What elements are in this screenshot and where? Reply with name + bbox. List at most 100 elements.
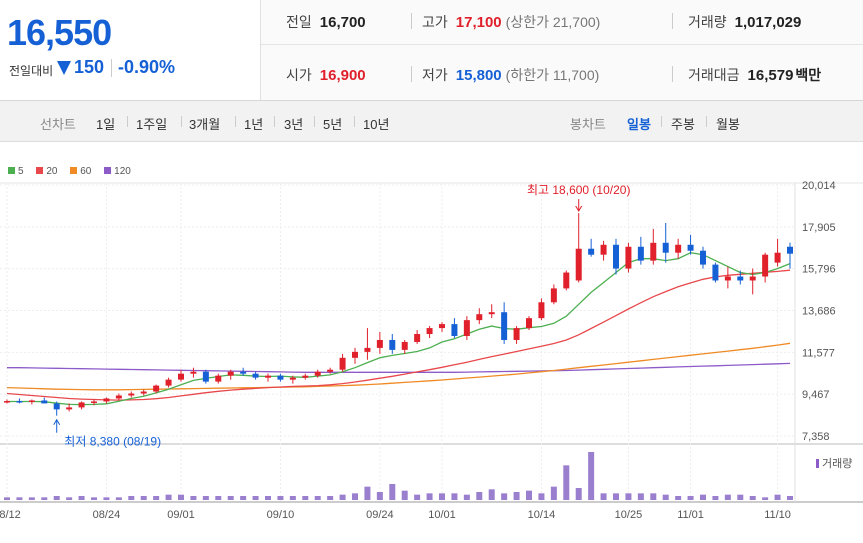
volume-bar bbox=[91, 497, 97, 500]
volume-bar bbox=[476, 492, 483, 500]
tab-5-years[interactable]: 5년 bbox=[323, 117, 343, 132]
volume-bar bbox=[526, 490, 532, 500]
candle-body bbox=[463, 320, 470, 337]
stat-value: 1,017,029 bbox=[734, 14, 802, 31]
candle-body bbox=[16, 401, 23, 403]
legend-swatch bbox=[104, 167, 112, 174]
candle-body bbox=[227, 371, 234, 376]
volume-bar bbox=[28, 497, 35, 500]
tab-monthly-candle[interactable]: 월봉 bbox=[716, 117, 740, 132]
stat-open: 시가 16,900 bbox=[286, 65, 366, 85]
volume-legend-swatch bbox=[816, 459, 819, 468]
legend-label: 60 bbox=[80, 166, 92, 177]
volume-bar bbox=[115, 497, 122, 500]
candle-body bbox=[439, 324, 445, 329]
stat-trade-value: 거래대금 16,579 백만 bbox=[688, 65, 821, 85]
tab-1-year[interactable]: 1년 bbox=[244, 117, 264, 132]
candle-body bbox=[140, 391, 147, 394]
volume-bar bbox=[265, 496, 271, 500]
candle-body bbox=[451, 324, 458, 337]
legend-label: 120 bbox=[114, 166, 131, 177]
candle-body bbox=[265, 375, 271, 378]
volume-bar bbox=[637, 493, 644, 500]
candle-body bbox=[252, 373, 259, 378]
candle-body bbox=[153, 385, 160, 392]
stat-label: 저가 bbox=[422, 67, 448, 83]
tab-1-day[interactable]: 1일 bbox=[96, 117, 116, 132]
volume-bar bbox=[252, 496, 259, 500]
volume-bar bbox=[289, 496, 296, 500]
stat-divider bbox=[672, 66, 673, 82]
volume-bar bbox=[227, 496, 234, 500]
candle-body bbox=[513, 328, 520, 340]
volume-bar bbox=[662, 494, 669, 500]
volume-bar bbox=[240, 496, 247, 500]
volume-bar bbox=[787, 496, 793, 500]
ma-line-ma20 bbox=[6, 269, 791, 401]
candle-body bbox=[426, 328, 433, 335]
candle-body bbox=[749, 276, 756, 281]
period-tabs-bar: 선차트 1일 1주일 3개월 1년 3년 5년 10년 봉차트 일봉 주봉 월봉 bbox=[0, 101, 863, 142]
stat-label: 고가 bbox=[422, 14, 448, 30]
volume-bar bbox=[414, 494, 421, 500]
candle-body bbox=[389, 339, 396, 350]
stat-label: 전일 bbox=[286, 14, 312, 30]
volume-bar bbox=[513, 492, 520, 500]
volume-bar bbox=[352, 493, 358, 500]
candle-body bbox=[339, 357, 346, 370]
stats-panel bbox=[261, 0, 863, 100]
candle-body bbox=[476, 314, 483, 321]
candle-body bbox=[66, 407, 73, 410]
legend-label: 5 bbox=[18, 166, 24, 177]
legend-swatch bbox=[8, 167, 15, 174]
ma-line-ma5 bbox=[7, 252, 791, 406]
quote-panel: 16,550 전일대비 150 -0.90% bbox=[0, 0, 863, 101]
volume-bar bbox=[463, 494, 470, 500]
stat-sub: (하한가 11,700) bbox=[505, 67, 600, 83]
tab-divider bbox=[235, 116, 236, 127]
min-price-annotation: 최저 8,380 (08/19) bbox=[64, 435, 161, 449]
candle-body bbox=[687, 244, 694, 251]
candle-body bbox=[202, 371, 209, 382]
down-triangle-icon bbox=[57, 61, 71, 75]
volume-bar bbox=[762, 497, 769, 500]
x-tick-label: 11/01 bbox=[677, 509, 704, 521]
candle-body bbox=[762, 254, 769, 277]
volume-bar bbox=[364, 486, 371, 500]
candle-body bbox=[78, 402, 85, 408]
tab-10-years[interactable]: 10년 bbox=[363, 117, 390, 132]
tab-divider bbox=[354, 116, 355, 127]
volume-bar bbox=[389, 484, 396, 500]
volume-bar bbox=[501, 493, 508, 500]
tab-weekly-candle[interactable]: 주봉 bbox=[671, 117, 695, 132]
candle-body bbox=[215, 375, 222, 382]
stat-divider bbox=[411, 66, 412, 82]
change-divider bbox=[111, 59, 112, 77]
max-price-arrow-head bbox=[575, 205, 583, 213]
volume-bar bbox=[314, 496, 321, 500]
change-percent: -0.90% bbox=[118, 57, 176, 77]
volume-bar bbox=[66, 497, 73, 500]
candle-body bbox=[103, 398, 110, 402]
stat-value: 15,800 bbox=[455, 67, 502, 84]
volume-bar bbox=[749, 496, 756, 500]
y-tick-label: 20,014 bbox=[802, 180, 836, 192]
tab-daily-candle[interactable]: 일봉 bbox=[627, 117, 651, 132]
candle-body bbox=[625, 246, 632, 269]
tab-3-years[interactable]: 3년 bbox=[284, 117, 304, 132]
x-tick-label: 08/24 bbox=[93, 509, 121, 521]
volume-bar bbox=[128, 496, 135, 500]
stat-value: 16,900 bbox=[319, 67, 366, 84]
x-tick-label: 11/10 bbox=[764, 509, 791, 521]
volume-bar bbox=[675, 496, 682, 500]
candle-body bbox=[240, 371, 247, 374]
tab-3-months[interactable]: 3개월 bbox=[189, 117, 221, 132]
legend-item-ma20: 20 bbox=[36, 166, 57, 177]
tab-1-week[interactable]: 1주일 bbox=[136, 117, 168, 132]
y-tick-label: 15,796 bbox=[802, 264, 836, 276]
volume-bar bbox=[625, 493, 632, 500]
candle-body bbox=[190, 371, 197, 374]
candle-body bbox=[178, 373, 184, 380]
y-tick-label: 7,358 bbox=[802, 431, 830, 443]
